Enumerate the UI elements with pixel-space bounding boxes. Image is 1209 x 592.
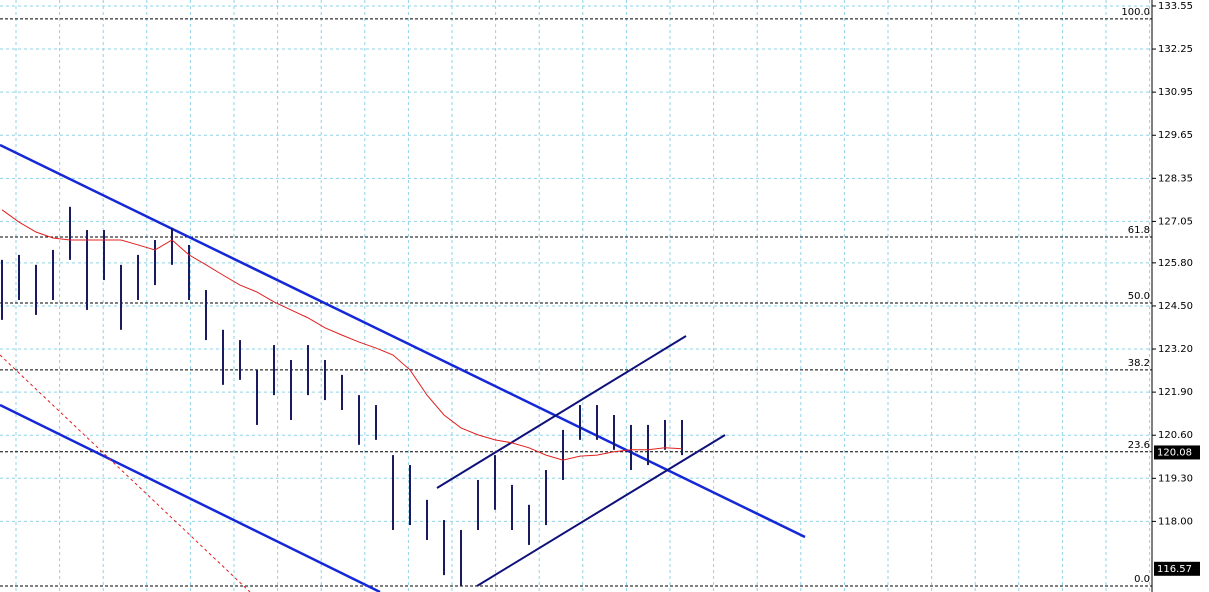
price-label-box (1154, 561, 1200, 576)
price-label-box (1154, 445, 1200, 460)
price-label: 120.08 (1157, 447, 1192, 458)
fib-label: 23.6 (1128, 440, 1150, 451)
fib-label: 0.0 (1134, 574, 1150, 585)
y-tick-label: 128.35 (1158, 173, 1193, 184)
y-tick-label: 132.25 (1158, 44, 1193, 55)
moving-average (1, 209, 683, 461)
y-tick-label: 127.05 (1158, 216, 1193, 227)
fib-label: 100.0 (1121, 7, 1150, 18)
fib-label: 61.8 (1128, 225, 1150, 236)
trend-line (0, 143, 806, 539)
y-tick-label: 125.80 (1158, 258, 1193, 269)
y-tick-label: 121.90 (1158, 387, 1193, 398)
price-label: 116.57 (1157, 564, 1192, 575)
y-tick-label: 118.00 (1158, 516, 1193, 527)
trend-lines (0, 143, 806, 592)
y-tick-label: 133.55 (1158, 1, 1193, 12)
y-tick-label: 130.95 (1158, 87, 1193, 98)
y-tick-label: 124.50 (1158, 301, 1193, 312)
y-tick-label: 123.20 (1158, 344, 1193, 355)
channel-line (476, 434, 726, 587)
y-tick-label: 119.30 (1158, 473, 1193, 484)
y-tick-label: 120.60 (1158, 430, 1193, 441)
dashed-line (0, 354, 251, 592)
fib-label: 38.2 (1128, 358, 1150, 369)
y-tick-label: 129.65 (1158, 130, 1193, 141)
fib-label: 50.0 (1128, 291, 1150, 302)
trend-line (0, 403, 381, 592)
channel-line (436, 335, 687, 489)
vertical-grid (15, 0, 1151, 592)
